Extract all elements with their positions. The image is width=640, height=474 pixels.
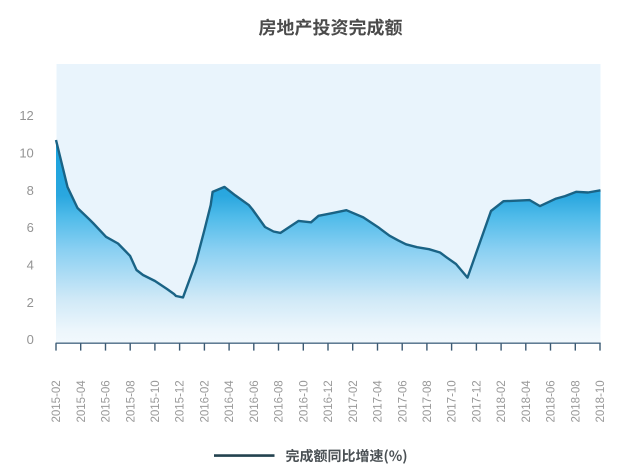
- svg-text:2015-02: 2015-02: [51, 380, 63, 422]
- svg-text:6: 6: [27, 220, 34, 235]
- svg-text:2015-06: 2015-06: [101, 380, 113, 422]
- svg-text:2018-10: 2018-10: [595, 380, 607, 422]
- svg-text:2017-12: 2017-12: [472, 380, 484, 422]
- svg-text:2018-02: 2018-02: [496, 380, 508, 422]
- svg-text:2017-02: 2017-02: [348, 380, 360, 422]
- svg-text:2017-06: 2017-06: [397, 380, 409, 422]
- svg-text:2016-08: 2016-08: [274, 380, 286, 422]
- svg-text:2018-06: 2018-06: [546, 380, 558, 422]
- svg-text:12: 12: [19, 108, 33, 123]
- svg-text:2016-04: 2016-04: [224, 380, 236, 423]
- svg-text:2016-12: 2016-12: [323, 380, 335, 422]
- svg-text:2015-12: 2015-12: [175, 380, 187, 422]
- svg-text:2016-02: 2016-02: [200, 380, 212, 422]
- svg-text:2016-10: 2016-10: [298, 380, 310, 422]
- svg-text:0: 0: [27, 332, 34, 347]
- svg-text:2015-10: 2015-10: [150, 380, 162, 422]
- svg-text:10: 10: [19, 146, 33, 161]
- svg-text:2018-04: 2018-04: [521, 380, 533, 423]
- svg-text:2017-08: 2017-08: [422, 380, 434, 422]
- svg-text:2015-04: 2015-04: [76, 380, 88, 423]
- svg-text:2018-08: 2018-08: [570, 380, 582, 422]
- svg-text:4: 4: [27, 258, 34, 273]
- svg-text:2017-04: 2017-04: [373, 380, 385, 423]
- svg-text:2015-08: 2015-08: [125, 380, 137, 422]
- svg-text:8: 8: [27, 183, 34, 198]
- svg-text:2017-10: 2017-10: [447, 380, 459, 422]
- svg-text:2: 2: [27, 295, 34, 310]
- svg-text:2016-06: 2016-06: [249, 380, 261, 422]
